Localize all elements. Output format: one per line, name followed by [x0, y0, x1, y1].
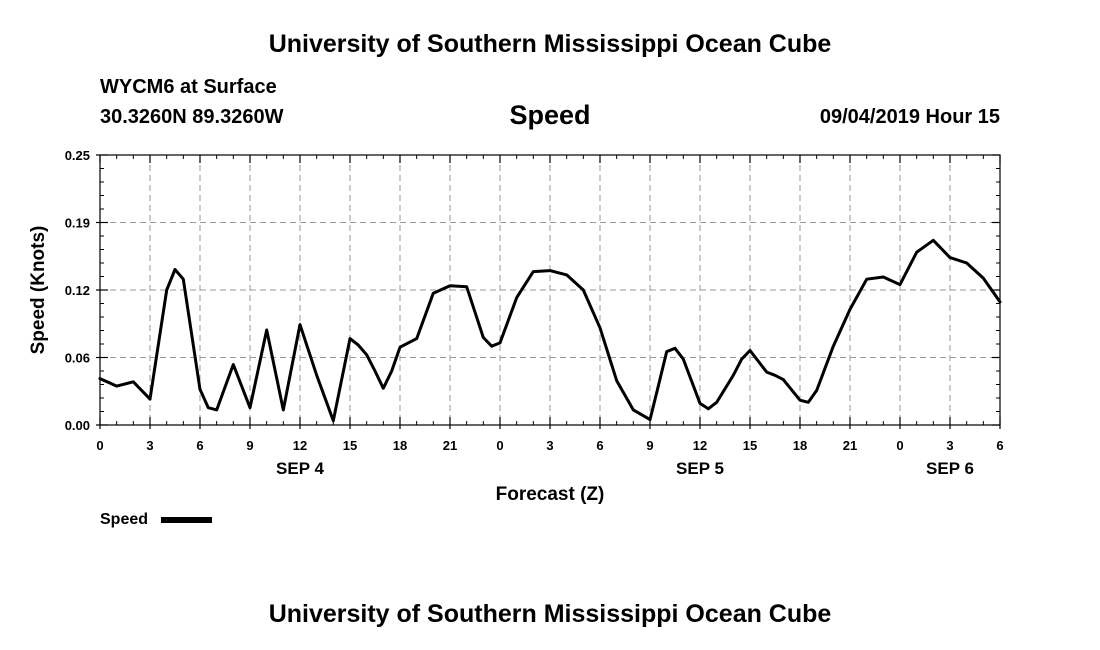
date-label: SEP 4: [276, 459, 324, 478]
y-tick-label: 0.00: [65, 418, 90, 433]
plot-frame: [99, 154, 1001, 426]
x-tick-label: 18: [393, 438, 407, 453]
x-tick-label: 0: [496, 438, 503, 453]
major-ticks: [96, 154, 1001, 429]
x-tick-label: 6: [996, 438, 1003, 453]
grid-lines: [100, 155, 1000, 425]
x-tick-label: 12: [293, 438, 307, 453]
x-tick-label: 0: [896, 438, 903, 453]
date-label: SEP 6: [926, 459, 974, 478]
chart-title-top: University of Southern Mississippi Ocean…: [268, 30, 832, 58]
series-layer: [98, 238, 1002, 423]
x-tick-label: 6: [196, 438, 203, 453]
x-tick-labels: 0 3 6 9 12 15 18 21 0 3 6 9 12 15 18 21 0 3 6: [96, 438, 1003, 453]
x-tick-label: 3: [946, 438, 953, 453]
x-tick-label: 21: [843, 438, 857, 453]
x-tick-label: 6: [596, 438, 603, 453]
y-tick-labels: 0.00 0.06 0.12 0.19 0.25: [65, 148, 90, 433]
coordinates-label: 30.3260N 89.3260W: [100, 106, 284, 128]
y-tick-label: 0.06: [65, 351, 90, 366]
x-tick-label: 9: [646, 438, 653, 453]
series-line-speed: [98, 238, 1002, 423]
x-tick-label: 15: [343, 438, 357, 453]
x-tick-label: 12: [693, 438, 707, 453]
legend-label: Speed: [100, 511, 148, 528]
y-tick-label: 0.12: [65, 283, 90, 298]
station-label: WYCM6 at Surface: [100, 76, 277, 98]
x-tick-label: 3: [146, 438, 153, 453]
x-tick-label: 21: [443, 438, 457, 453]
y-tick-label: 0.19: [65, 216, 90, 231]
x-tick-label: 9: [246, 438, 253, 453]
x-tick-label: 18: [793, 438, 807, 453]
forecast-timestamp: 09/04/2019 Hour 15: [819, 106, 1000, 128]
date-labels: SEP 4 SEP 5 SEP 6: [276, 459, 974, 478]
variable-title: Speed: [509, 100, 591, 130]
y-tick-label: 0.25: [65, 148, 90, 163]
x-tick-label: 0: [96, 438, 103, 453]
y-axis-title: Speed (Knots): [28, 226, 49, 355]
x-axis-title: Forecast (Z): [496, 484, 605, 505]
x-tick-label: 15: [743, 438, 757, 453]
x-tick-label: 3: [546, 438, 553, 453]
date-label: SEP 5: [676, 459, 724, 478]
chart-title-bottom: University of Southern Mississippi Ocean…: [268, 600, 832, 628]
